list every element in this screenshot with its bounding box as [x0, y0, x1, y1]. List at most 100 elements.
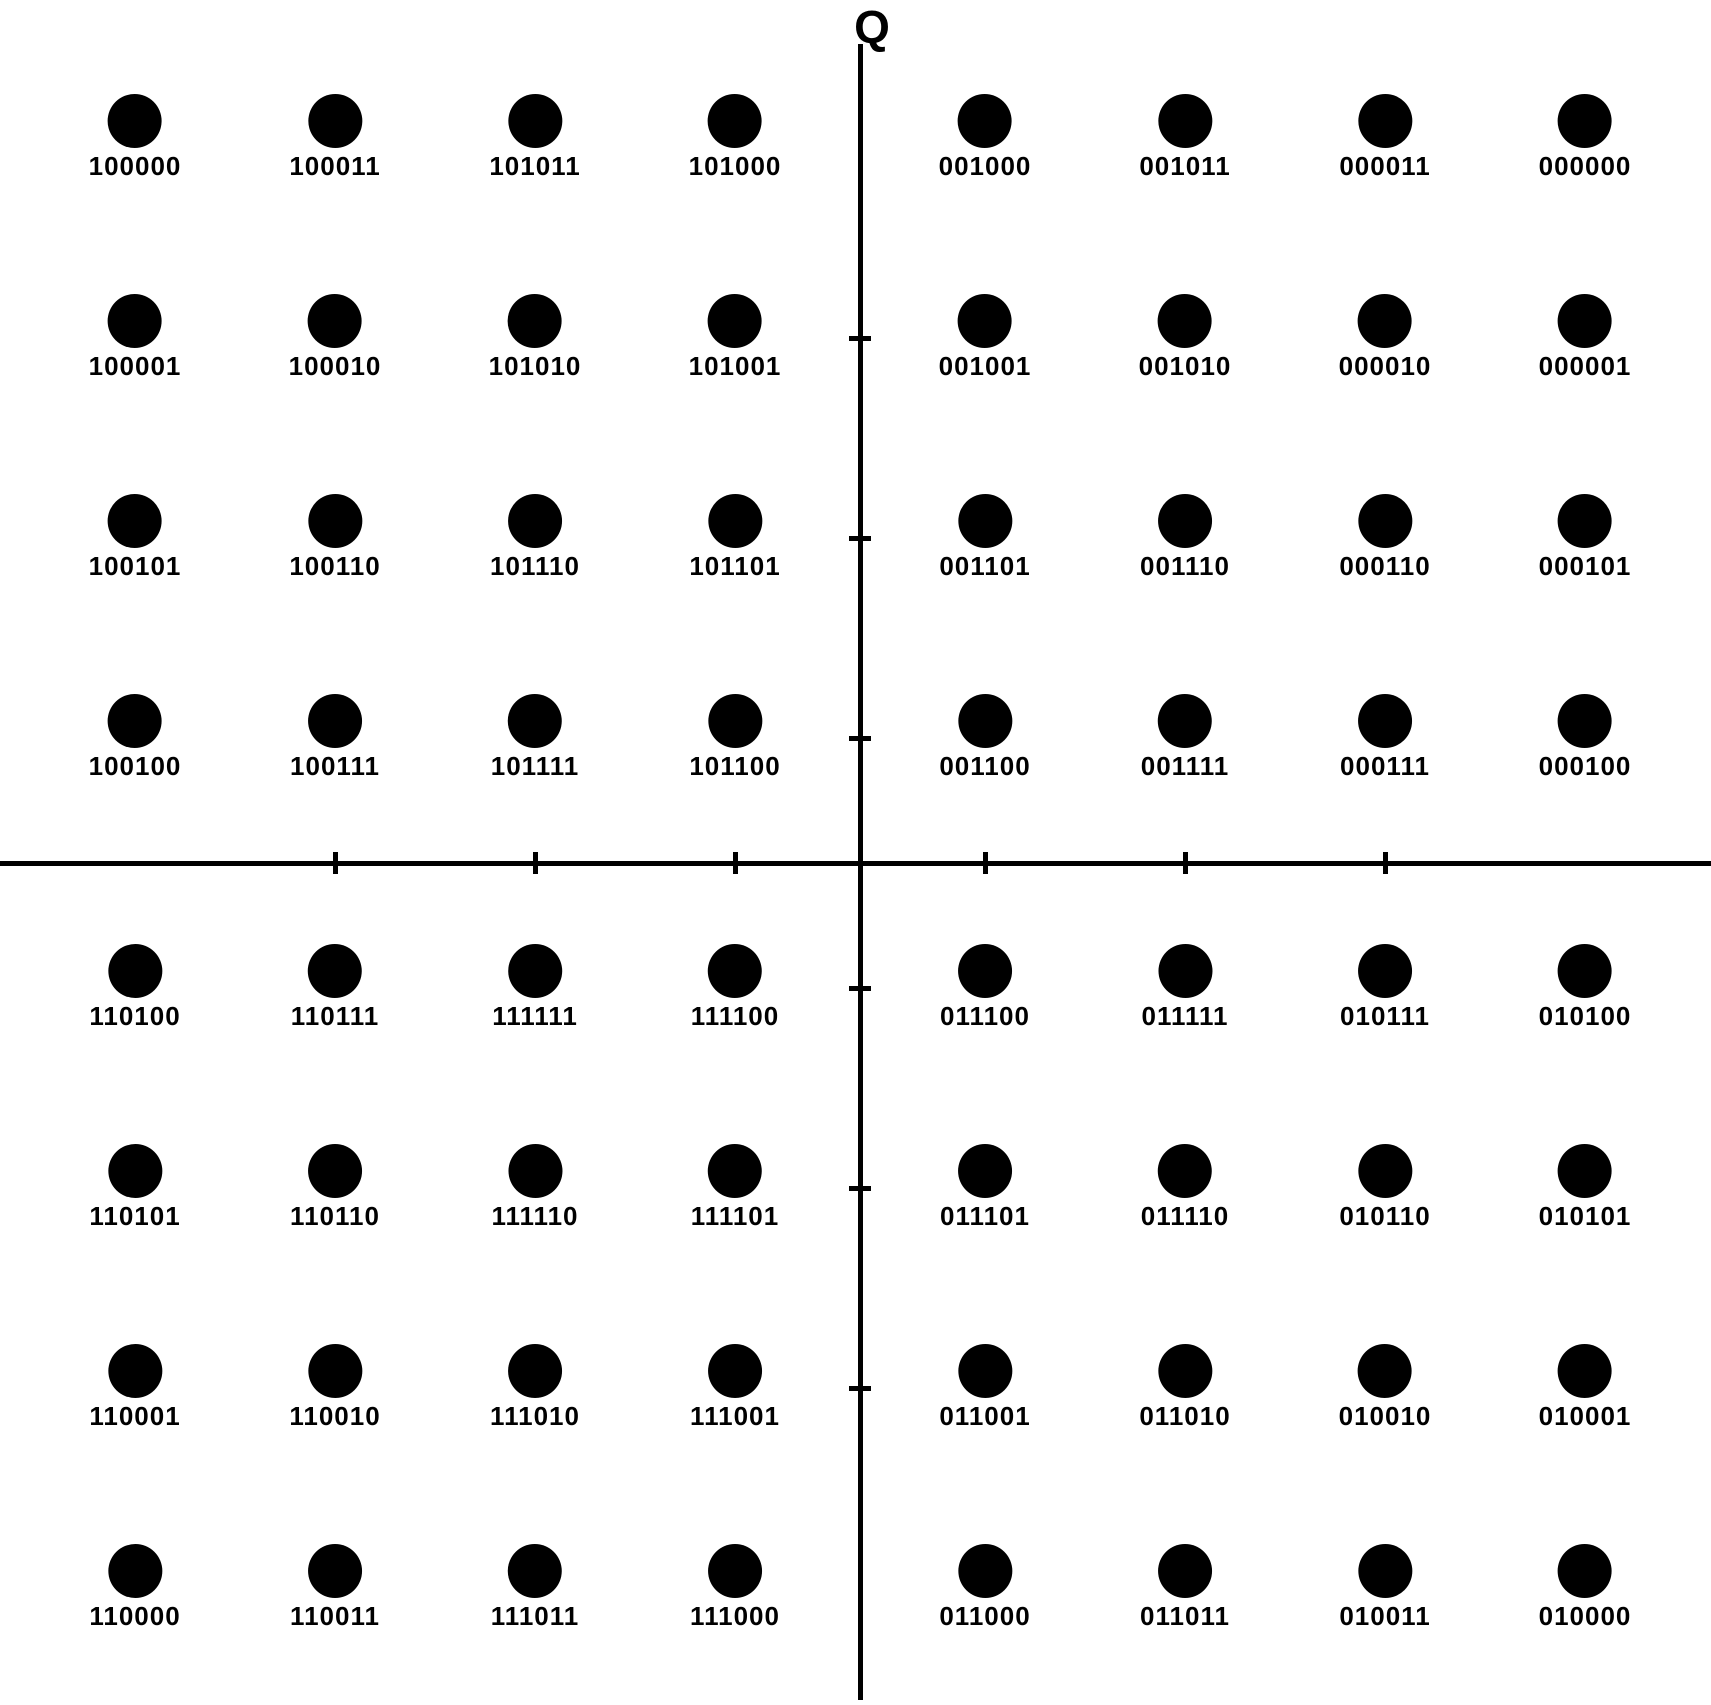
constellation-point: 001000 [939, 94, 1032, 182]
constellation-point: 011101 [940, 1144, 1030, 1232]
point-dot [308, 1144, 362, 1198]
constellation-point: 010110 [1339, 1144, 1430, 1232]
point-dot [1358, 944, 1412, 998]
point-dot [1358, 94, 1412, 148]
point-dot [958, 1544, 1012, 1598]
point-label: 110101 [89, 1201, 180, 1232]
point-label: 000110 [1339, 551, 1430, 582]
point-dot [958, 694, 1012, 748]
point-label: 000011 [1339, 151, 1430, 182]
constellation-point: 000101 [1539, 494, 1632, 582]
axis-tick [849, 736, 871, 741]
horizontal-axis [0, 861, 1711, 866]
point-label: 010101 [1539, 1201, 1632, 1232]
point-label: 000100 [1539, 751, 1632, 782]
point-label: 011111 [1141, 1001, 1228, 1032]
point-label: 010011 [1339, 1601, 1430, 1632]
point-dot [308, 694, 362, 748]
constellation-point: 101111 [491, 694, 579, 782]
point-dot [958, 294, 1012, 348]
point-label: 011101 [940, 1201, 1030, 1232]
constellation-point: 011001 [939, 1344, 1030, 1432]
constellation-point: 101000 [689, 94, 782, 182]
point-label: 100011 [289, 151, 380, 182]
axis-tick [1383, 852, 1388, 874]
point-label: 110110 [290, 1201, 380, 1232]
point-label: 111011 [491, 1601, 579, 1632]
point-label: 001001 [939, 351, 1032, 382]
constellation-point: 110100 [89, 944, 180, 1032]
point-label: 010110 [1339, 1201, 1430, 1232]
point-dot [308, 944, 362, 998]
point-dot [308, 94, 362, 148]
point-label: 101011 [489, 151, 580, 182]
axis-tick [849, 1386, 871, 1391]
point-label: 000101 [1539, 551, 1632, 582]
point-dot [708, 1344, 762, 1398]
point-dot [1358, 1544, 1412, 1598]
point-dot [1158, 94, 1212, 148]
point-label: 101101 [689, 551, 780, 582]
point-label: 011000 [939, 1601, 1030, 1632]
constellation-point: 001101 [939, 494, 1030, 582]
point-label: 001010 [1139, 351, 1232, 382]
constellation-point: 000000 [1539, 94, 1632, 182]
constellation-point: 000110 [1339, 494, 1430, 582]
point-dot [708, 694, 762, 748]
axis-tick [983, 852, 988, 874]
point-label: 110011 [290, 1601, 380, 1632]
axis-tick [1183, 852, 1188, 874]
constellation-point: 100111 [290, 694, 380, 782]
constellation-point: 010010 [1339, 1344, 1432, 1432]
axis-tick [333, 852, 338, 874]
point-dot [1358, 694, 1412, 748]
point-dot [508, 944, 562, 998]
point-dot [958, 494, 1012, 548]
point-dot [958, 1144, 1012, 1198]
constellation-point: 110111 [291, 944, 379, 1032]
point-dot [1558, 694, 1612, 748]
point-dot [308, 494, 362, 548]
point-label: 110111 [291, 1001, 379, 1032]
constellation-point: 101101 [689, 494, 780, 582]
point-dot [108, 1344, 162, 1398]
constellation-point: 111010 [490, 1344, 580, 1432]
constellation-point: 101010 [489, 294, 582, 382]
point-dot [108, 294, 162, 348]
constellation-point: 110000 [89, 1544, 180, 1632]
axis-tick [733, 852, 738, 874]
point-dot [1158, 694, 1212, 748]
constellation-point: 001010 [1139, 294, 1232, 382]
vertical-axis [858, 44, 863, 1700]
point-dot [508, 1544, 562, 1598]
point-label: 111000 [690, 1601, 780, 1632]
point-label: 101100 [689, 751, 780, 782]
point-dot [108, 94, 162, 148]
point-label: 111001 [690, 1401, 780, 1432]
point-dot [1158, 1544, 1212, 1598]
point-dot [708, 944, 762, 998]
constellation-point: 001110 [1140, 494, 1230, 582]
point-label: 001100 [939, 751, 1030, 782]
point-label: 110000 [89, 1601, 180, 1632]
point-dot [1158, 1144, 1212, 1198]
constellation-point: 100100 [89, 694, 182, 782]
point-label: 100000 [89, 151, 182, 182]
point-dot [1558, 494, 1612, 548]
constellation-point: 110010 [289, 1344, 380, 1432]
point-label: 100010 [289, 351, 382, 382]
point-label: 100110 [289, 551, 380, 582]
constellation-point: 010100 [1539, 944, 1632, 1032]
point-dot [108, 494, 162, 548]
point-dot [1158, 1344, 1212, 1398]
constellation-point: 110011 [290, 1544, 380, 1632]
point-dot [958, 944, 1012, 998]
constellation-point: 001100 [939, 694, 1030, 782]
point-label: 100101 [89, 551, 182, 582]
constellation-point: 100011 [289, 94, 380, 182]
point-dot [308, 1344, 362, 1398]
point-label: 111110 [491, 1201, 578, 1232]
constellation-point: 010000 [1539, 1544, 1632, 1632]
point-dot [108, 694, 162, 748]
point-dot [708, 1144, 762, 1198]
